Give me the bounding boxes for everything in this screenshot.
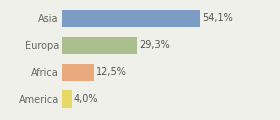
Bar (62, 10, 200, 27)
Text: 54,1%: 54,1% (202, 13, 233, 23)
Bar (62, 90, 72, 108)
Text: 12,5%: 12,5% (96, 67, 127, 77)
Bar (62, 63, 94, 81)
Text: 4,0%: 4,0% (74, 94, 99, 104)
Bar (62, 37, 137, 54)
Text: 29,3%: 29,3% (139, 40, 170, 50)
